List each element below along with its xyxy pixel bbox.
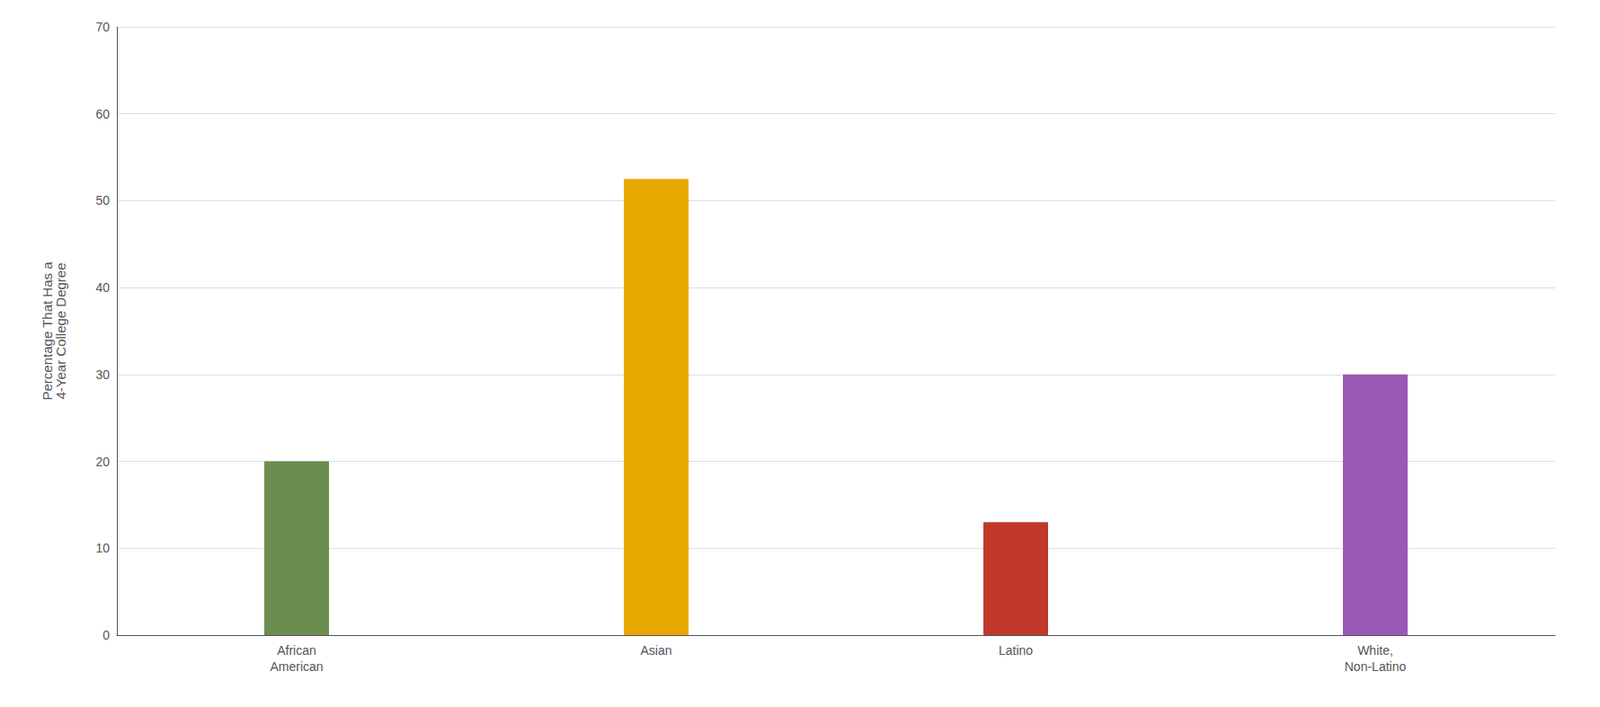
svg-text:0: 0 (102, 628, 110, 643)
svg-text:Latino: Latino (998, 643, 1033, 658)
svg-text:Asian: Asian (640, 643, 672, 658)
svg-text:70: 70 (95, 19, 110, 35)
svg-text:American: American (269, 659, 323, 675)
svg-text:Non-Latino: Non-Latino (1344, 659, 1407, 675)
svg-text:White,: White, (1357, 643, 1394, 658)
svg-text:10: 10 (95, 541, 110, 556)
svg-text:60: 60 (95, 106, 110, 122)
svg-text:50: 50 (95, 193, 110, 208)
svg-text:20: 20 (95, 454, 110, 470)
svg-text:Percentage That Has a: Percentage That Has a (39, 262, 55, 401)
svg-text:African: African (276, 643, 317, 658)
svg-text:4-Year College Degree: 4-Year College Degree (53, 262, 69, 400)
svg-text:30: 30 (95, 367, 110, 383)
svg-text:40: 40 (95, 280, 110, 295)
